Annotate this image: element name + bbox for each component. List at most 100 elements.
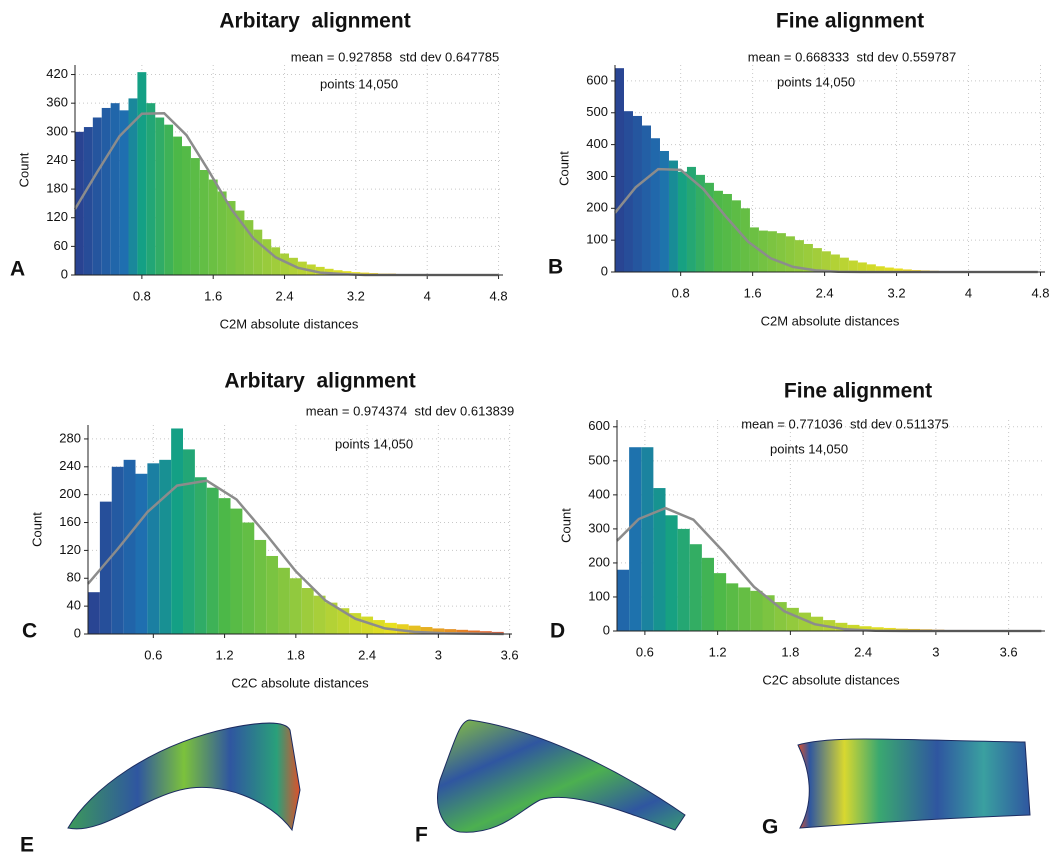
bar [677,528,690,631]
x-tick-label: 4.8 [490,288,508,303]
y-axis-label: Count [556,151,571,186]
y-tick-label: 0 [61,266,68,281]
bar [315,266,325,275]
bar [408,625,421,634]
bar [432,628,445,634]
bar [659,150,669,272]
bar [668,160,678,272]
y-tick-label: 200 [588,554,610,569]
bar [155,117,165,275]
x-tick-label: 4 [965,285,972,300]
stats-label: mean = 0.927858 std dev 0.647785 [291,49,500,64]
y-tick-label: 120 [46,209,68,224]
x-tick-label: 3.6 [501,647,519,662]
bar [271,247,281,275]
bar [183,449,195,634]
y-tick-label: 100 [588,588,610,603]
bar [866,264,876,272]
x-tick-label: 3 [932,644,939,659]
points-label: points 14,050 [320,76,398,91]
bar [253,229,263,275]
bar [617,569,630,631]
bar [199,170,209,275]
x-tick-label: 2.4 [276,288,294,303]
bar [785,236,795,272]
bar [325,602,338,634]
bar [313,595,326,634]
x-tick-label: 3.2 [347,288,365,303]
bar [266,555,279,634]
chart-title: Fine alignment [776,10,924,33]
y-axis-label: Count [16,152,31,187]
y-tick-label: 300 [586,168,608,183]
bar [164,124,174,275]
x-tick-label: 1.8 [781,644,799,659]
panel-label: F [415,824,428,847]
y-tick-label: 160 [59,514,81,529]
x-tick-label: 2.4 [816,285,834,300]
bar [629,447,642,631]
x-tick-label: 1.6 [744,285,762,300]
3d-render [797,738,1031,829]
panel-label: G [762,816,778,839]
bar [244,220,254,275]
bar [190,158,200,275]
bar [218,498,231,634]
x-tick-label: 4.8 [1031,285,1049,300]
bar [217,191,227,275]
x-tick-label: 1.6 [204,288,222,303]
bar [738,587,751,631]
x-tick-label: 1.2 [216,647,234,662]
bar [803,243,813,272]
bar [847,624,860,631]
y-tick-label: 200 [59,486,81,501]
y-tick-label: 360 [46,95,68,110]
y-tick-label: 100 [586,232,608,247]
bar [689,544,702,631]
bar [361,616,374,634]
bar [615,68,624,272]
x-tick-label: 0.8 [133,288,151,303]
chart-title: Fine alignment [784,380,932,403]
y-tick-label: 120 [59,542,81,557]
bar [821,251,831,272]
bar [749,227,759,272]
3d-render [437,719,686,833]
bar [848,260,858,272]
bar [767,231,777,272]
y-axis-label: Count [558,508,573,543]
panel-label: C [22,620,37,643]
bar [137,72,147,275]
bar [713,190,723,272]
bar [871,627,884,631]
bar [235,210,245,275]
bar [254,539,267,634]
bar [641,125,651,272]
stats-label: mean = 0.771036 std dev 0.511375 [741,416,949,431]
bar [776,233,786,272]
bar [713,573,727,631]
y-tick-label: 0 [603,622,610,637]
y-tick-label: 300 [588,520,610,535]
bar [128,98,138,275]
bar [731,200,741,272]
bar [92,117,102,275]
bar [194,477,207,634]
x-axis-label: C2C absolute distances [762,672,900,687]
bar [859,626,872,631]
bar [396,624,409,634]
y-tick-label: 280 [59,430,81,445]
bar [839,257,849,272]
x-axis-label: C2M absolute distances [220,316,359,331]
y-axis-label: Count [29,512,44,547]
x-tick-label: 2.4 [854,644,872,659]
x-tick-label: 3 [435,647,442,662]
bar [101,107,111,275]
bar [704,182,714,272]
bar [750,590,763,631]
bar [208,179,218,275]
bar [171,428,184,634]
y-tick-label: 600 [588,418,610,433]
x-axis-label: C2C absolute distances [231,675,369,690]
y-tick-label: 240 [46,152,68,167]
